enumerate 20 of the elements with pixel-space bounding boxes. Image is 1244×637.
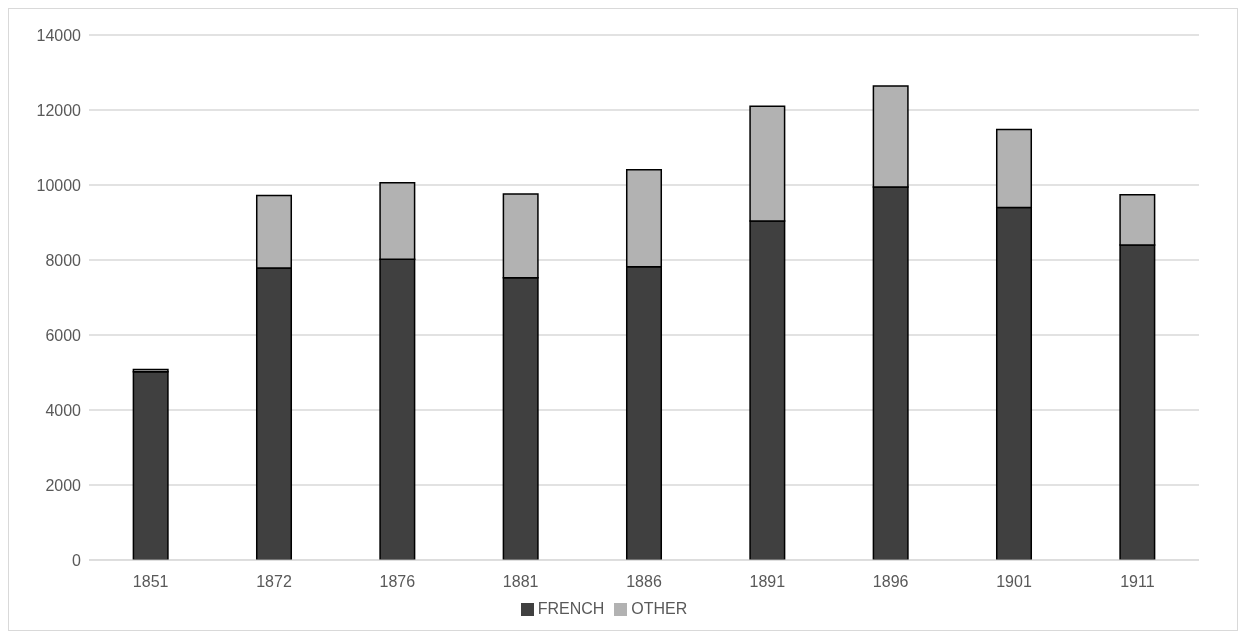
x-tick-label: 1872: [256, 573, 292, 591]
y-tick-label: 8000: [45, 251, 82, 269]
y-tick-label: 6000: [45, 326, 82, 344]
y-tick-label: 10000: [36, 176, 82, 194]
y-tick-label: 2000: [45, 476, 82, 494]
x-tick-label: 1876: [379, 573, 416, 591]
legend-label: FRENCH: [537, 600, 605, 617]
x-tick-label: 1901: [996, 573, 1032, 591]
y-tick-label: 12000: [36, 101, 82, 119]
y-tick-label: 14000: [36, 26, 82, 44]
y-tick-label: 4000: [45, 401, 82, 419]
x-tick-label: 1911: [1120, 573, 1155, 591]
x-tick-label: 1881: [502, 573, 539, 591]
y-tick-label: 0: [72, 551, 82, 569]
bar: [132, 371, 169, 560]
legend-label: OTHER: [631, 600, 688, 617]
x-tick-label: 1896: [872, 573, 909, 591]
x-tick-label: 1886: [626, 573, 662, 591]
x-tick-label: 1891: [749, 573, 786, 591]
x-tick-label: 1851: [132, 573, 169, 591]
